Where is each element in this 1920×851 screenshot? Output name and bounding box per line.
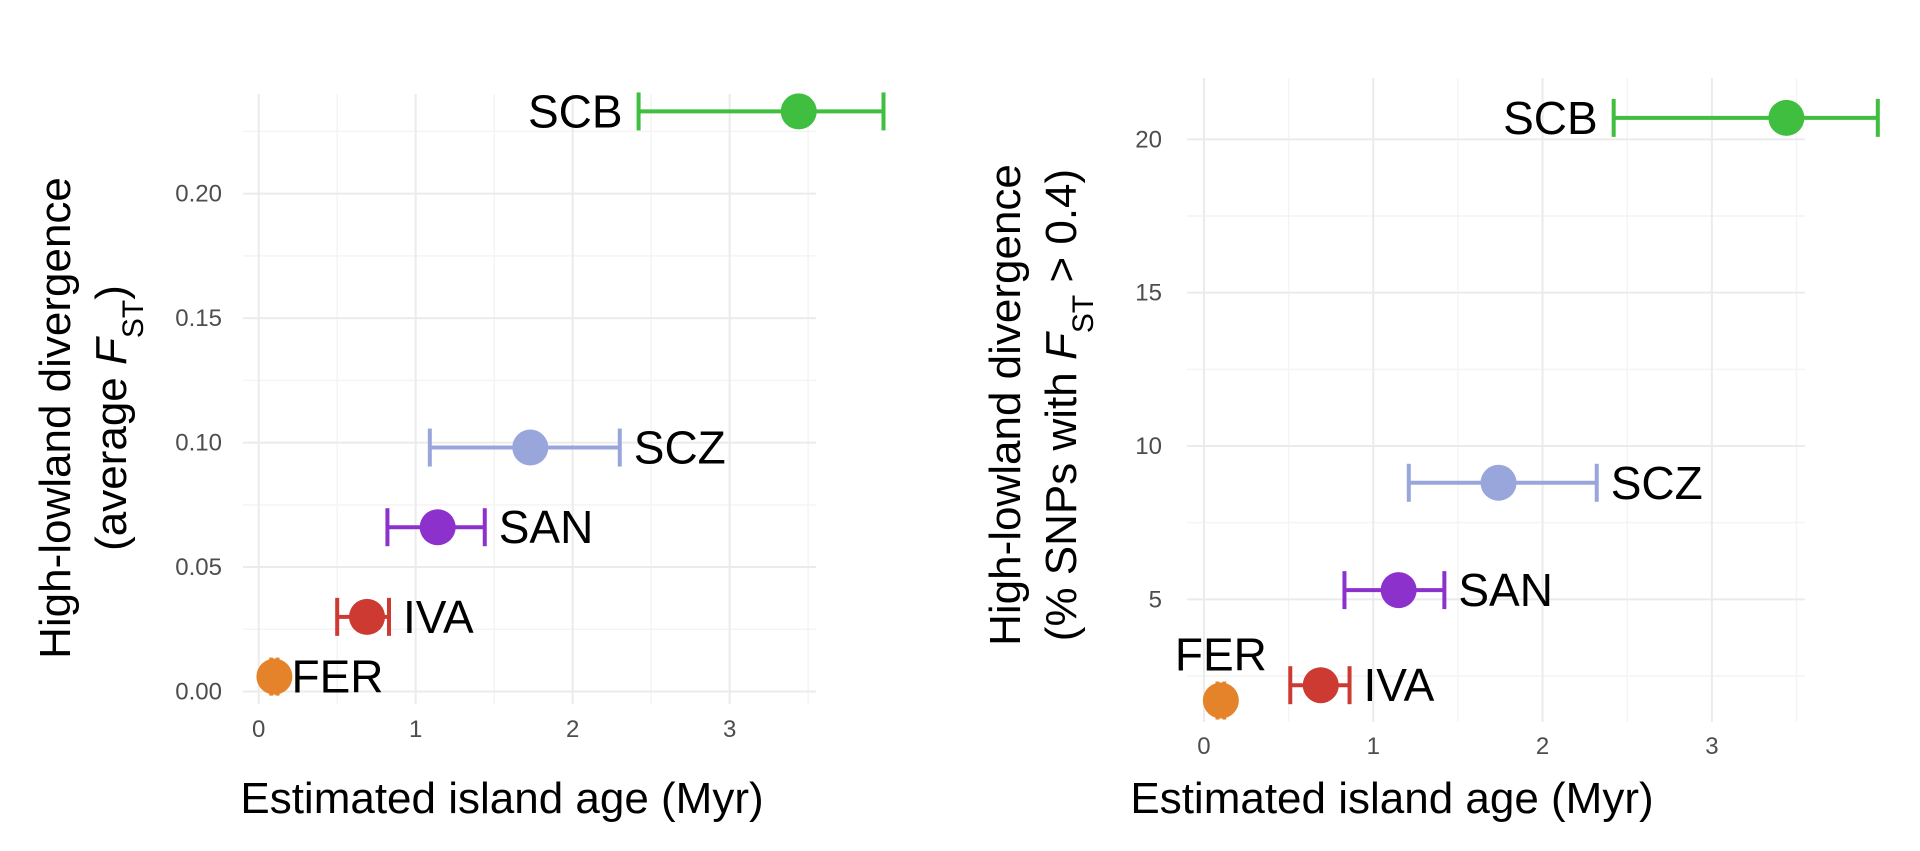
point-marker [419, 509, 456, 546]
point-label: SAN [499, 501, 594, 553]
point-marker [780, 93, 817, 130]
gridlines [243, 94, 816, 704]
point-marker [512, 429, 549, 466]
axis-ticks: 0 1 2 3 5 10 15 20 [1135, 126, 1718, 760]
point-marker [1380, 572, 1417, 609]
x-tick-label: 1 [1367, 733, 1380, 760]
point-marker [1202, 682, 1239, 719]
point-label: SCZ [1611, 457, 1703, 509]
y-tick-label: 10 [1135, 433, 1162, 460]
y-axis-title-line1: High-lowland divergence [981, 164, 1030, 646]
point-marker [349, 598, 386, 635]
data-point-iva: IVA [1288, 659, 1435, 711]
point-label: SCZ [634, 422, 726, 474]
point-label: SAN [1458, 564, 1553, 616]
point-marker [256, 658, 293, 695]
x-tick-label: 0 [252, 716, 265, 743]
y-tick-label: 0.20 [175, 181, 222, 208]
y-axis-title-sub: ST [117, 300, 150, 338]
x-tick-label: 0 [1197, 733, 1210, 760]
x-axis-title: Estimated island age (Myr) [1130, 774, 1653, 823]
y-tick-label: 20 [1135, 126, 1162, 153]
panel-fst-average: 0 1 2 3 0.00 0.05 0.10 0.15 0.20 SCB SCZ SAN IVA FER… [0, 0, 900, 851]
y-axis-title: High-lowland divergence (% SNPs with FST… [981, 164, 1100, 646]
y-axis-title-line1: High-lowland divergence [31, 177, 80, 659]
data-point-scb: SCB [528, 85, 886, 137]
point-label: SCB [528, 85, 623, 137]
y-axis-title-line2: (% SNPs with FST > 0.4) [1037, 169, 1100, 641]
y-axis-title-f: F [1037, 331, 1086, 360]
data-point-san: SAN [1342, 564, 1553, 616]
x-tick-label: 1 [409, 716, 422, 743]
y-axis-title-post: ) [87, 285, 136, 300]
point-marker [1302, 667, 1339, 704]
data-point-fer: FER [256, 651, 384, 703]
x-tick-label: 2 [566, 716, 579, 743]
y-axis-title-line2: (average FST) [87, 285, 150, 551]
data-point-scz: SCZ [427, 422, 726, 474]
gridlines [1187, 78, 1805, 722]
data-point-scz: SCZ [1406, 457, 1703, 509]
point-marker [1768, 99, 1805, 136]
data-marks: SCB SCZ SAN IVA FER [256, 85, 886, 703]
x-axis-title: Estimated island age (Myr) [240, 774, 763, 823]
y-axis-title-pre: (% SNPs with [1037, 360, 1086, 641]
y-tick-label: 5 [1149, 586, 1162, 613]
data-point-iva: IVA [335, 591, 474, 643]
y-tick-label: 0.15 [175, 305, 222, 332]
y-axis-title-sub: ST [1067, 295, 1100, 333]
y-tick-label: 0.05 [175, 554, 222, 581]
point-label: FER [1175, 629, 1267, 681]
panel-fst-snp-percent: 0 1 2 3 5 10 15 20 SCB SCZ SAN IVA FER Estimated is… [930, 0, 1920, 851]
y-tick-label: 0.10 [175, 430, 222, 457]
point-label: FER [292, 651, 384, 703]
y-tick-label: 0.00 [175, 679, 222, 706]
point-label: IVA [403, 591, 474, 643]
point-marker [1480, 464, 1517, 501]
x-tick-label: 2 [1536, 733, 1549, 760]
point-label: SCB [1503, 92, 1598, 144]
x-tick-label: 3 [723, 716, 736, 743]
y-axis-title-f: F [87, 336, 136, 365]
y-tick-label: 15 [1135, 280, 1162, 307]
y-axis-title: High-lowland divergence (average FST) [31, 177, 150, 659]
data-point-san: SAN [385, 501, 594, 553]
y-axis-title-post: > 0.4) [1037, 169, 1086, 295]
data-point-fer: FER [1175, 629, 1267, 720]
chart-fst-average: 0 1 2 3 0.00 0.05 0.10 0.15 0.20 SCB SCZ SAN IVA FER… [31, 85, 886, 823]
data-point-scb: SCB [1503, 92, 1880, 144]
axis-ticks: 0 1 2 3 0.00 0.05 0.10 0.15 0.20 [175, 181, 736, 743]
chart-fst-snp-percent: 0 1 2 3 5 10 15 20 SCB SCZ SAN IVA FER Estimated is… [981, 78, 1880, 823]
y-axis-title-pre: (average [87, 365, 136, 551]
point-label: IVA [1364, 659, 1435, 711]
x-tick-label: 3 [1705, 733, 1718, 760]
data-marks: SCB SCZ SAN IVA FER [1175, 92, 1880, 720]
